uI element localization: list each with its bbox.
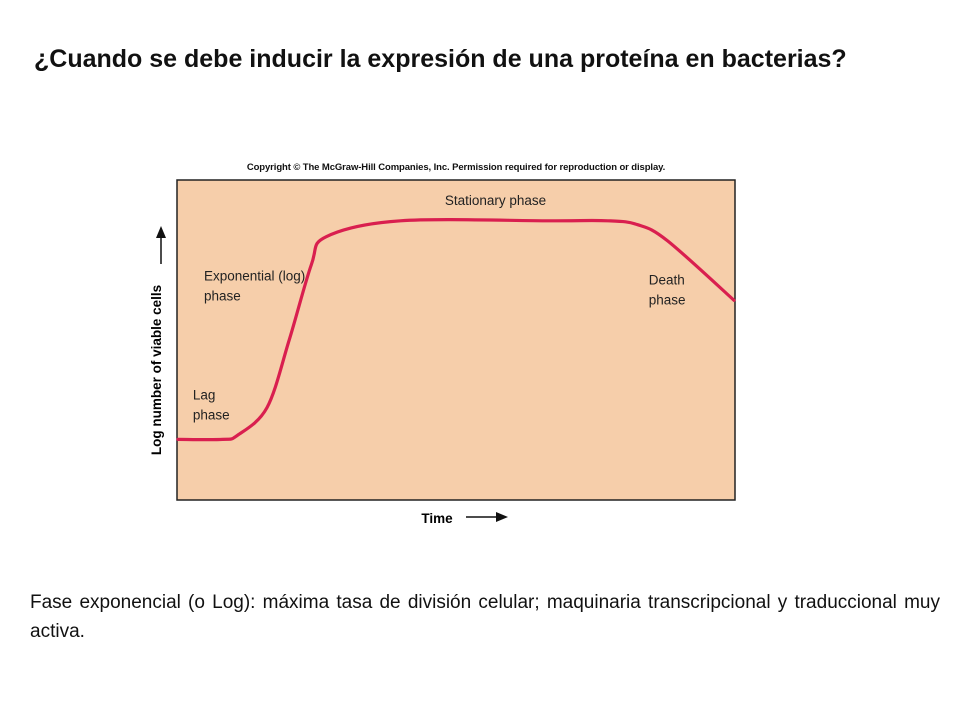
phase-annotation-line: phase bbox=[649, 292, 686, 307]
phase-annotation-line: Death bbox=[649, 272, 685, 287]
x-axis-label: Time bbox=[421, 511, 453, 526]
copyright-notice: Copyright © The McGraw-Hill Companies, I… bbox=[246, 162, 666, 173]
phase-annotation-line: phase bbox=[204, 288, 241, 303]
phase-annotation: Death phase bbox=[649, 272, 686, 307]
growth-curve-line bbox=[176, 218, 736, 442]
phase-annotation: Exponential (log) phase bbox=[204, 268, 305, 303]
phase-annotation: Lag phase bbox=[193, 388, 230, 423]
phase-annotation-line: Lag bbox=[193, 388, 216, 403]
plot-area bbox=[176, 179, 736, 501]
phase-annotation-line: Exponential (log) bbox=[204, 268, 305, 283]
phase-annotation-line: Stationary phase bbox=[445, 193, 546, 208]
slide-title: ¿Cuando se debe inducir la expresión de … bbox=[34, 45, 847, 73]
slide-caption: Fase exponencial (o Log): máxima tasa de… bbox=[30, 592, 940, 642]
y-axis-arrow-icon bbox=[156, 226, 166, 264]
phase-annotation-line: phase bbox=[193, 408, 230, 423]
y-axis-label: Log number of viable cells bbox=[149, 285, 164, 455]
phase-annotations: Lag phase Exponential (log) phase Stationary… bbox=[193, 193, 686, 423]
x-axis-arrow-icon bbox=[466, 512, 508, 522]
phase-annotation: Stationary phase bbox=[445, 193, 546, 208]
